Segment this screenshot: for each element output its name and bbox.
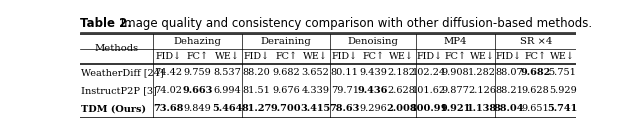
Text: FC↑: FC↑ xyxy=(445,52,467,61)
Text: 9.651: 9.651 xyxy=(522,104,550,113)
Text: 9.663: 9.663 xyxy=(182,86,213,95)
Text: Deraining: Deraining xyxy=(260,37,312,46)
Text: Table 2.: Table 2. xyxy=(80,18,132,30)
Text: 5.464: 5.464 xyxy=(212,104,243,113)
Text: FC↑: FC↑ xyxy=(275,52,297,61)
Text: 73.68: 73.68 xyxy=(153,104,183,113)
Text: 2.008: 2.008 xyxy=(387,104,417,113)
Text: 88.04: 88.04 xyxy=(493,104,524,113)
Text: 9.877: 9.877 xyxy=(442,86,470,95)
Text: MP4: MP4 xyxy=(444,37,467,46)
Text: 81.51: 81.51 xyxy=(243,86,271,95)
Text: 9.682: 9.682 xyxy=(272,68,300,77)
Text: 80.11: 80.11 xyxy=(331,68,358,77)
Text: WE↓: WE↓ xyxy=(389,52,414,61)
Text: 9.436: 9.436 xyxy=(358,86,388,95)
Text: 74.42: 74.42 xyxy=(154,68,182,77)
Text: FID↓: FID↓ xyxy=(244,52,269,61)
Text: WE↓: WE↓ xyxy=(550,52,575,61)
Text: WE↓: WE↓ xyxy=(303,52,328,61)
Text: 4.339: 4.339 xyxy=(301,86,330,95)
Text: 100.91: 100.91 xyxy=(411,104,448,113)
Text: InstructP2P [3]: InstructP2P [3] xyxy=(81,86,157,95)
Text: 9.908: 9.908 xyxy=(442,68,470,77)
Text: 79.71: 79.71 xyxy=(331,86,358,95)
Text: 88.20: 88.20 xyxy=(243,68,271,77)
Text: 9.676: 9.676 xyxy=(272,86,300,95)
Text: Image quality and consistency comparison with other diffusion-based methods.: Image quality and consistency comparison… xyxy=(117,18,593,30)
Text: 2.628: 2.628 xyxy=(388,86,415,95)
Text: 88.07: 88.07 xyxy=(495,68,523,77)
Text: 9.700: 9.700 xyxy=(271,104,301,113)
Text: 101.62: 101.62 xyxy=(412,86,446,95)
Text: 9.439: 9.439 xyxy=(359,68,387,77)
Text: WE↓: WE↓ xyxy=(214,52,239,61)
Text: 5.929: 5.929 xyxy=(548,86,577,95)
Text: 102.24: 102.24 xyxy=(412,68,446,77)
Text: 9.682: 9.682 xyxy=(520,68,551,77)
Text: 88.21: 88.21 xyxy=(495,86,523,95)
Text: WeatherDiff [24]: WeatherDiff [24] xyxy=(81,68,164,77)
Text: 6.994: 6.994 xyxy=(213,86,241,95)
Text: 1.282: 1.282 xyxy=(468,68,496,77)
Text: 78.63: 78.63 xyxy=(330,104,360,113)
Text: FID↓: FID↓ xyxy=(155,52,181,61)
Text: 9.759: 9.759 xyxy=(184,68,212,77)
Text: SR ×4: SR ×4 xyxy=(520,37,552,46)
Text: FC↑: FC↑ xyxy=(525,52,547,61)
Text: FID↓: FID↓ xyxy=(496,52,522,61)
Text: Dehazing: Dehazing xyxy=(173,37,221,46)
Text: 9.296: 9.296 xyxy=(359,104,387,113)
Text: 3.652: 3.652 xyxy=(301,68,330,77)
Text: 3.415: 3.415 xyxy=(301,104,331,113)
Text: 9.628: 9.628 xyxy=(522,86,550,95)
Text: 74.02: 74.02 xyxy=(154,86,182,95)
Text: FC↑: FC↑ xyxy=(362,52,384,61)
Text: 81.27: 81.27 xyxy=(241,104,272,113)
Text: 1.138: 1.138 xyxy=(467,104,497,113)
Text: Methods: Methods xyxy=(95,45,139,53)
Text: 9.921: 9.921 xyxy=(440,104,471,113)
Text: WE↓: WE↓ xyxy=(470,52,495,61)
Text: FID↓: FID↓ xyxy=(416,52,442,61)
Text: 8.537: 8.537 xyxy=(213,68,241,77)
Text: FID↓: FID↓ xyxy=(332,52,358,61)
Text: 5.741: 5.741 xyxy=(547,104,578,113)
Text: Denoising: Denoising xyxy=(348,37,399,46)
Text: 2.182: 2.182 xyxy=(388,68,415,77)
Text: 2.126: 2.126 xyxy=(468,86,496,95)
Text: FC↑: FC↑ xyxy=(187,52,209,61)
Text: 9.849: 9.849 xyxy=(184,104,212,113)
Text: TDM (Ours): TDM (Ours) xyxy=(81,104,147,113)
Text: 5.751: 5.751 xyxy=(548,68,577,77)
